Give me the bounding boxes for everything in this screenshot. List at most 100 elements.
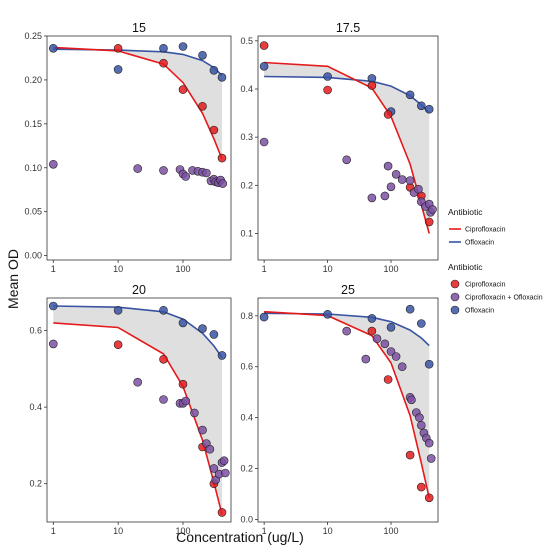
panel-title: 15: [132, 21, 146, 35]
data-point-ciprofloxacin-ofloxacin: [48, 160, 58, 169]
x-tick-label: 1: [262, 264, 267, 274]
data-point-ciprofloxacin: [405, 450, 415, 460]
data-point-ciprofloxacin-ofloxacin: [219, 456, 229, 466]
x-tick-label: 1: [51, 264, 56, 274]
panel-1: 15 0.00 0.05 0.10 0.15 0.20 0.25 1 10 100: [24, 21, 232, 274]
data-point-ciprofloxacin-ofloxacin: [372, 334, 382, 344]
data-point-ciprofloxacin: [367, 81, 377, 90]
legend-marker-ofloxacin: [450, 305, 460, 315]
data-point-ciprofloxacin: [416, 482, 426, 492]
data-point-ofloxacin: [367, 74, 377, 83]
y-tick-label: 0.00: [24, 251, 42, 261]
y-tick-label: 0.4: [240, 84, 253, 94]
data-point-ofloxacin: [178, 42, 188, 51]
data-point-ciprofloxacin-ofloxacin: [416, 420, 426, 430]
panel-title: 20: [132, 283, 146, 297]
data-point-ofloxacin: [416, 101, 426, 111]
data-point-ofloxacin: [159, 43, 168, 53]
y-tick-label: 0.05: [24, 207, 42, 217]
y-tick-label: 0.6: [240, 362, 253, 372]
data-point-ofloxacin: [198, 50, 207, 60]
panel-4: 25 0.0 0.2 0.4 0.6 0.8 1 10 100: [240, 283, 439, 536]
data-point-ofloxacin: [405, 90, 415, 100]
legend-label: Ofloxacin: [465, 240, 494, 247]
y-tick-label: 0.2: [29, 479, 42, 489]
data-point-ciprofloxacin: [217, 153, 227, 163]
data-point-ciprofloxacin: [383, 110, 393, 119]
data-point-ciprofloxacin-ofloxacin: [259, 137, 269, 147]
data-point-ciprofloxacin: [383, 375, 393, 384]
data-point-ofloxacin: [217, 351, 227, 360]
x-tick-label: 10: [323, 264, 333, 274]
y-tick-label: 0.15: [24, 119, 42, 129]
data-point-ciprofloxacin: [424, 493, 434, 503]
data-point-ofloxacin: [386, 322, 396, 332]
data-point-ciprofloxacin-ofloxacin: [48, 339, 58, 349]
y-tick-label: 0.3: [240, 132, 253, 142]
data-point-ciprofloxacin-ofloxacin: [391, 352, 401, 361]
data-point-ciprofloxacin: [367, 326, 377, 336]
data-point-ciprofloxacin-ofloxacin: [133, 377, 142, 387]
y-axis-title: Mean OD: [5, 249, 21, 309]
legend-2: Antibiotic Ciprofloxacin Ciprofloxacin + O…: [448, 262, 543, 315]
x-tick-label: 10: [323, 526, 333, 536]
x-tick-label: 10: [113, 526, 123, 536]
panel-title: 25: [341, 283, 355, 297]
data-point-ofloxacin: [405, 304, 415, 314]
y-tick-label: 0.0: [240, 514, 253, 524]
data-point-ciprofloxacin-ofloxacin: [405, 176, 415, 185]
data-point-ofloxacin: [323, 309, 332, 319]
data-point-ofloxacin: [259, 62, 269, 71]
y-tick-label: 0.2: [240, 464, 253, 474]
data-point-ciprofloxacin: [209, 125, 219, 135]
data-point-ciprofloxacin-ofloxacin: [221, 468, 230, 478]
panel-3: 20 0.2 0.4 0.6 1 10 100: [29, 283, 232, 536]
data-point-ciprofloxacin: [159, 58, 168, 68]
x-tick-label: 100: [175, 264, 190, 274]
data-point-ciprofloxacin: [113, 340, 123, 350]
panel-2: 17.5 0.1 0.2 0.3 0.4 0.5 1 10 100: [240, 21, 439, 274]
data-point-ciprofloxacin: [424, 217, 434, 227]
data-point-ciprofloxacin-ofloxacin: [414, 184, 423, 194]
data-point-ciprofloxacin: [323, 85, 332, 95]
x-tick-label: 100: [384, 526, 399, 536]
data-point-ciprofloxacin-ofloxacin: [367, 193, 377, 203]
data-point-ciprofloxacin-ofloxacin: [202, 168, 211, 178]
data-point-ciprofloxacin-ofloxacin: [209, 464, 219, 473]
data-point-ciprofloxacin-ofloxacin: [205, 444, 215, 454]
data-point-ciprofloxacin-ofloxacin: [397, 362, 407, 372]
data-point-ciprofloxacin-ofloxacin: [342, 326, 352, 336]
data-point-ciprofloxacin-ofloxacin: [159, 395, 168, 404]
data-point-ciprofloxacin-ofloxacin: [424, 438, 434, 448]
y-tick-label: 0.4: [29, 402, 42, 412]
y-tick-label: 0.20: [24, 75, 42, 85]
data-point-ciprofloxacin-ofloxacin: [198, 425, 207, 435]
data-point-ofloxacin: [323, 72, 332, 81]
legend-marker-ciprofloxacin: [450, 279, 460, 289]
data-point-ofloxacin: [259, 312, 269, 322]
data-point-ofloxacin: [424, 359, 434, 369]
data-point-ciprofloxacin-ofloxacin: [391, 170, 401, 179]
legend-label: Ofloxacin: [465, 308, 494, 315]
legend-label: Ciprofloxacin: [465, 227, 506, 234]
x-tick-label: 1: [51, 526, 56, 536]
legend-1: Antibiotic Ciprofloxacin Ofloxacin: [448, 207, 506, 247]
data-point-ofloxacin: [424, 104, 434, 114]
confidence-band: [264, 62, 430, 234]
legend-title: Antibiotic: [448, 207, 483, 217]
data-point-ofloxacin: [113, 305, 123, 315]
data-point-ciprofloxacin: [198, 102, 207, 111]
data-point-ciprofloxacin: [113, 43, 123, 53]
data-point-ciprofloxacin-ofloxacin: [383, 161, 393, 171]
data-point-ciprofloxacin: [178, 85, 188, 94]
data-point-ciprofloxacin-ofloxacin: [415, 413, 424, 422]
legend-label: Ciprofloxacin: [465, 282, 506, 289]
data-point-ciprofloxacin-ofloxacin: [133, 164, 142, 173]
data-point-ofloxacin: [209, 330, 219, 339]
x-tick-label: 100: [175, 526, 190, 536]
data-point-ciprofloxacin-ofloxacin: [361, 354, 371, 364]
data-point-ciprofloxacin-ofloxacin: [218, 179, 227, 188]
x-tick-label: 100: [384, 264, 399, 274]
data-point-ciprofloxacin-ofloxacin: [397, 175, 407, 184]
